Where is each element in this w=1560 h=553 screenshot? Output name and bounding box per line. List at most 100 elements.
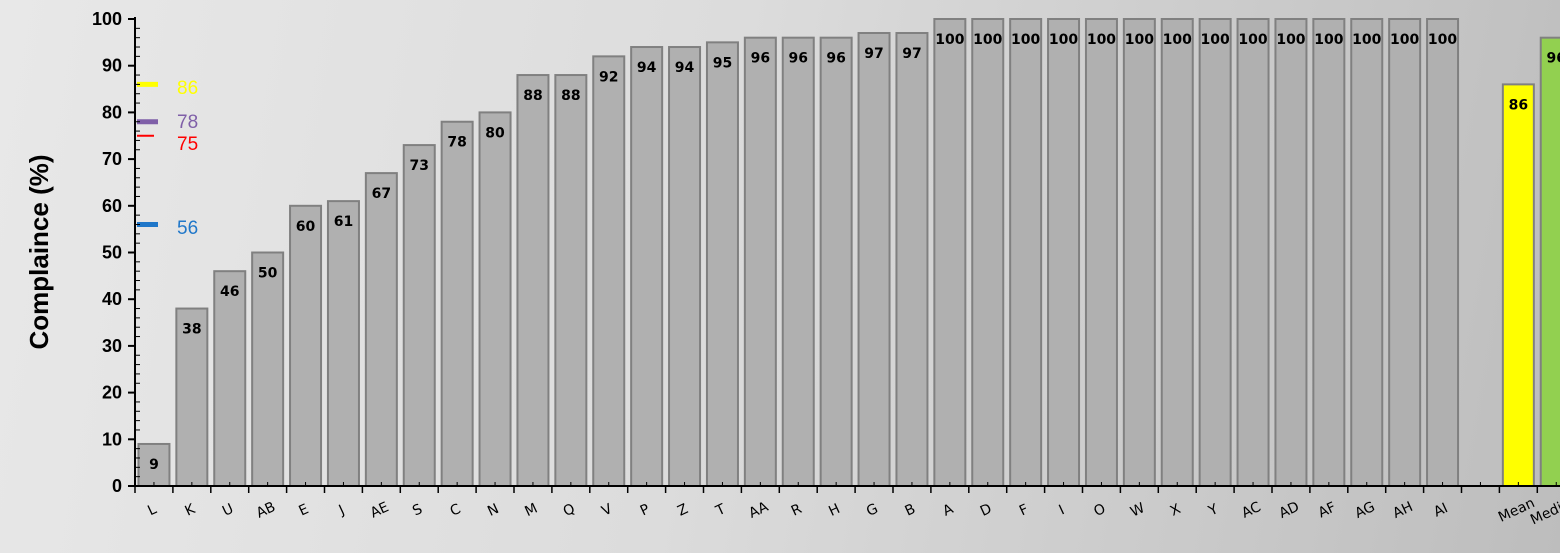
bar-W xyxy=(1122,18,1156,487)
bar-R xyxy=(781,36,815,488)
x-tick-label: C xyxy=(448,501,464,520)
bar-U xyxy=(213,270,247,487)
bar-value-label: 9 xyxy=(149,457,159,473)
x-tick-label: AA xyxy=(746,499,771,522)
bar-AI xyxy=(1426,18,1460,487)
bar-value-label: 100 xyxy=(935,32,964,48)
reference-label: 78 xyxy=(177,112,198,133)
x-tick-label: U xyxy=(220,501,236,520)
bar-N xyxy=(478,111,512,488)
bar-value-label: 96 xyxy=(751,51,770,67)
bar-Median xyxy=(1539,36,1560,488)
bar-value-label: 96 xyxy=(1547,51,1560,67)
x-tick-label: L xyxy=(145,501,159,519)
x-tick-label: G xyxy=(864,501,881,520)
bar-value-label: 60 xyxy=(296,219,316,235)
x-tick-label: Q xyxy=(561,501,578,520)
bar-value-label: 78 xyxy=(447,135,466,151)
bar-O xyxy=(1084,18,1118,487)
bar-X xyxy=(1160,18,1194,487)
bar-value-label: 96 xyxy=(826,51,845,67)
bar-Y xyxy=(1198,18,1232,487)
bar-value-label: 100 xyxy=(1238,32,1267,48)
bar-value-label: 95 xyxy=(713,55,732,71)
y-tick-label: 60 xyxy=(102,196,122,216)
bar-value-label: 50 xyxy=(258,266,278,282)
bar-I xyxy=(1047,18,1081,487)
y-tick-label: 40 xyxy=(102,289,122,309)
bar-S xyxy=(402,144,436,487)
x-tick-label: H xyxy=(826,501,842,520)
y-tick-label: 80 xyxy=(102,102,122,122)
y-axis-title: Complaince (%) xyxy=(24,154,54,349)
bar-V xyxy=(592,55,626,488)
x-tick-label: R xyxy=(789,501,805,520)
bar-AA xyxy=(743,36,777,488)
bar-AF xyxy=(1312,18,1346,487)
y-tick-label: 10 xyxy=(102,429,122,449)
bar-T xyxy=(705,41,739,487)
bar-value-label: 100 xyxy=(1428,32,1457,48)
bar-value-label: 100 xyxy=(1276,32,1305,48)
bar-J xyxy=(326,200,360,487)
bar-value-label: 92 xyxy=(599,69,618,85)
bar-value-label: 88 xyxy=(561,88,580,104)
reference-label: 75 xyxy=(177,134,198,155)
x-tick-label: AH xyxy=(1390,499,1415,522)
x-tick-label: X xyxy=(1168,501,1184,520)
x-tick-label: J xyxy=(336,502,347,519)
bar-AC xyxy=(1236,18,1270,487)
bar-value-label: 100 xyxy=(1125,32,1154,48)
bar-AH xyxy=(1388,18,1422,487)
x-tick-label: AB xyxy=(254,499,278,522)
x-tick-label: AF xyxy=(1316,499,1339,521)
x-tick-label: A xyxy=(940,501,956,520)
bar-value-label: 88 xyxy=(523,88,542,104)
bar-Q xyxy=(554,74,588,487)
bar-AD xyxy=(1274,18,1308,487)
x-tick-label: I xyxy=(1057,502,1068,518)
bar-value-label: 38 xyxy=(182,322,201,338)
bar-value-label: 100 xyxy=(1163,32,1192,48)
bar-H xyxy=(819,36,853,488)
y-tick-label: 20 xyxy=(102,383,122,403)
y-tick-label: 0 xyxy=(112,476,122,496)
bar-value-label: 94 xyxy=(637,60,657,76)
y-tick-label: 50 xyxy=(102,243,122,263)
y-tick-label: 100 xyxy=(92,9,122,29)
bar-value-label: 73 xyxy=(410,158,429,174)
x-tick-label: W xyxy=(1128,500,1147,520)
reference-label: 56 xyxy=(177,218,198,239)
x-tick-label: N xyxy=(485,501,501,520)
bar-A xyxy=(933,18,967,487)
x-tick-label: B xyxy=(903,501,918,520)
bar-AB xyxy=(251,251,285,487)
x-tick-label: O xyxy=(1091,501,1108,520)
bar-Mean xyxy=(1501,83,1535,487)
bar-value-label: 100 xyxy=(973,32,1002,48)
bar-D xyxy=(971,18,1005,487)
x-tick-label: AE xyxy=(368,499,391,521)
bar-C xyxy=(440,120,474,488)
x-tick-label: S xyxy=(410,501,425,519)
x-tick-label: AG xyxy=(1353,499,1378,522)
x-tick-label: E xyxy=(296,501,311,519)
bar-AG xyxy=(1350,18,1384,487)
bar-value-label: 100 xyxy=(1201,32,1230,48)
bar-value-label: 97 xyxy=(902,46,921,62)
bar-value-label: 61 xyxy=(334,214,353,230)
bar-G xyxy=(857,32,891,487)
bar-value-label: 100 xyxy=(1390,32,1419,48)
x-tick-label: Y xyxy=(1205,501,1221,520)
bar-value-label: 100 xyxy=(1314,32,1343,48)
x-tick-label: AI xyxy=(1431,500,1450,520)
x-tick-label: Z xyxy=(675,501,690,520)
bar-value-label: 80 xyxy=(485,125,505,141)
reference-label: 86 xyxy=(177,78,198,99)
x-tick-label: D xyxy=(978,501,995,520)
bar-AE xyxy=(364,172,398,488)
x-tick-label: V xyxy=(599,501,615,520)
bar-Z xyxy=(668,46,702,488)
y-tick-label: 30 xyxy=(102,336,122,356)
